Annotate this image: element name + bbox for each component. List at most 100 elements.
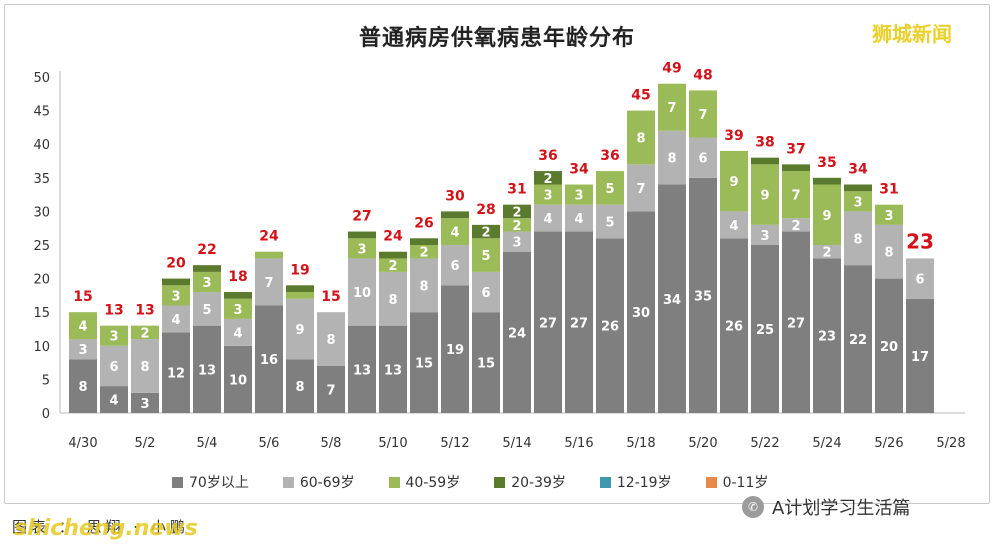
bar-segment — [379, 325, 407, 413]
x-tick-label: 5/16 — [564, 436, 593, 451]
y-tick-label: 0 — [42, 407, 50, 422]
total-value-label: 13 — [135, 303, 154, 319]
segment-value-label: 7 — [667, 101, 676, 116]
bar-segment — [131, 339, 159, 393]
bar-segment — [534, 184, 562, 205]
bar-segment — [348, 325, 376, 413]
watermark-top: 狮城新闻 — [872, 22, 952, 46]
segment-value-label: 3 — [78, 343, 87, 358]
bar-segment — [906, 298, 934, 413]
legend-item: 40-59岁 — [388, 472, 460, 492]
x-tick-label: 5/18 — [626, 436, 655, 451]
segment-value-label: 4 — [450, 226, 459, 241]
total-value-label: 24 — [259, 229, 279, 245]
bar-segment — [286, 292, 314, 299]
segment-value-label: 2 — [388, 259, 397, 274]
y-tick-label: 10 — [33, 340, 50, 355]
segment-value-label: 2 — [140, 326, 149, 341]
segment-value-label: 8 — [295, 380, 304, 395]
bar-segment — [751, 157, 779, 165]
bar-segment — [317, 365, 345, 413]
bar-segment — [906, 258, 934, 299]
total-value-label: 27 — [352, 209, 371, 225]
x-tick-label: 5/22 — [750, 436, 779, 451]
total-value-label: 34 — [569, 162, 589, 178]
segment-value-label: 3 — [233, 303, 242, 318]
total-value-label: 31 — [879, 182, 898, 198]
segment-value-label: 17 — [911, 350, 929, 365]
total-value-label: 20 — [166, 256, 186, 272]
segment-value-label: 20 — [880, 340, 898, 355]
y-tick-label: 15 — [33, 306, 50, 321]
legend-swatch — [705, 476, 717, 488]
segment-value-label: 5 — [605, 182, 614, 197]
segment-value-label: 6 — [698, 152, 707, 167]
segment-value-label: 4 — [233, 326, 242, 341]
bar-segment — [162, 332, 190, 413]
segment-value-label: 7 — [264, 276, 273, 291]
total-value-label: 13 — [104, 303, 123, 319]
segment-value-label: 8 — [667, 152, 676, 167]
bar-segment — [224, 292, 252, 299]
legend-label: 20-39岁 — [511, 475, 566, 491]
bar-segment — [565, 204, 593, 232]
segment-value-label: 7 — [791, 189, 800, 204]
segment-value-label: 27 — [539, 316, 557, 331]
wechat-account[interactable]: ✆ A计划学习生活篇 — [742, 494, 910, 520]
segment-value-label: 12 — [167, 367, 185, 382]
segment-value-label: 6 — [915, 273, 924, 288]
bar-segment — [410, 312, 438, 413]
legend-swatch — [282, 476, 294, 488]
segment-value-label: 35 — [694, 289, 712, 304]
legend-label: 60-69岁 — [299, 475, 355, 491]
bar-segment — [627, 110, 655, 165]
y-tick-label: 25 — [33, 239, 50, 254]
y-tick-label: 35 — [33, 172, 50, 187]
segment-value-label: 4 — [574, 212, 583, 227]
x-tick-label: 5/28 — [936, 436, 965, 451]
bar-segment — [441, 218, 469, 245]
y-tick-label: 45 — [33, 105, 50, 120]
segment-value-label: 6 — [450, 259, 459, 274]
bar-segment — [658, 130, 686, 185]
bar-segment — [193, 325, 221, 413]
total-value-label: 24 — [383, 229, 403, 245]
segment-value-label: 4 — [543, 212, 552, 227]
bar-segment — [379, 271, 407, 326]
bar-segment — [813, 258, 841, 413]
bar-segment — [69, 359, 97, 413]
bar-segment — [472, 271, 500, 313]
segment-value-label: 13 — [353, 363, 371, 378]
bar-segment — [379, 251, 407, 259]
bar-segment — [720, 211, 748, 239]
total-value-label: 19 — [290, 262, 309, 278]
segment-value-label: 3 — [357, 242, 366, 257]
bar-segment — [844, 184, 872, 192]
bar-segment — [100, 386, 128, 413]
segment-value-label: 2 — [791, 219, 800, 234]
legend-swatch — [388, 476, 400, 488]
bar-segment — [751, 164, 779, 225]
bar-segment — [224, 345, 252, 413]
total-value-label: 30 — [445, 188, 465, 204]
bar-segment — [813, 184, 841, 245]
segment-value-label: 5 — [481, 249, 490, 264]
segment-value-label: 8 — [326, 333, 335, 348]
segment-value-label: 26 — [725, 320, 743, 335]
total-value-label: 31 — [507, 182, 526, 198]
watermark-bottom: shicheng.news — [14, 516, 198, 541]
bar-segment — [162, 305, 190, 333]
total-value-label: 15 — [321, 289, 340, 305]
bar-segment — [286, 285, 314, 293]
bar-segment — [503, 251, 531, 413]
bar-segment — [782, 218, 810, 232]
bar-segment — [565, 184, 593, 205]
segment-value-label: 3 — [512, 236, 521, 251]
bar-segment — [658, 184, 686, 413]
segment-value-label: 13 — [198, 363, 216, 378]
bar-segment — [193, 265, 221, 272]
bar-segment — [689, 177, 717, 413]
segment-value-label: 9 — [822, 209, 831, 224]
legend-label: 0-11岁 — [722, 475, 769, 491]
